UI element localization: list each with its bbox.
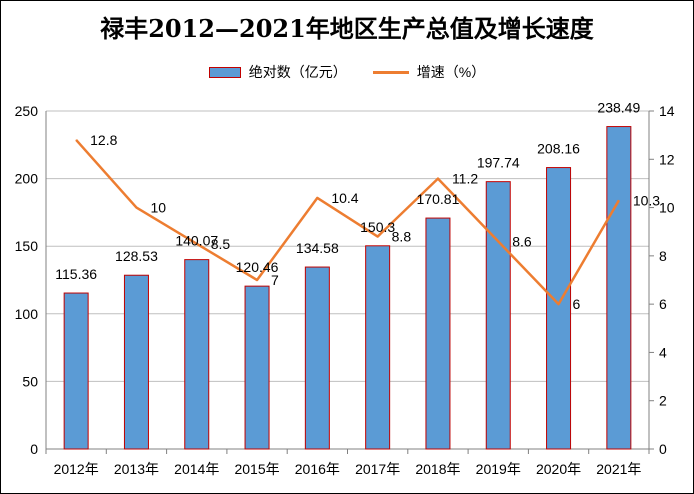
line-point	[135, 207, 137, 209]
x-tick-label: 2014年	[174, 461, 219, 477]
bar-data-label: 150.3	[360, 219, 395, 235]
bar-data-label: 197.74	[477, 155, 520, 171]
bar-data-label: 115.36	[55, 266, 97, 282]
y-left-tick-label: 50	[22, 373, 38, 389]
x-tick-label: 2017年	[355, 461, 400, 477]
line-point	[316, 197, 318, 199]
legend-swatch-bar	[208, 66, 241, 78]
y-right-tick-label: 8	[659, 248, 667, 264]
bar-data-label: 134.58	[296, 240, 339, 256]
y-right-tick-label: 12	[659, 151, 675, 167]
line-point	[558, 303, 560, 305]
line-point	[437, 178, 439, 180]
line-point	[196, 243, 198, 245]
growth-line	[75, 139, 620, 306]
bar	[304, 266, 330, 450]
y-right-tick-label: 2	[659, 393, 667, 409]
x-tick-label: 2013年	[114, 461, 159, 477]
bar	[63, 292, 89, 450]
line-point	[377, 236, 379, 238]
y-left-tick-label: 0	[30, 441, 38, 457]
x-tick-label: 2016年	[295, 461, 340, 477]
y-right-tick-label: 6	[659, 296, 667, 312]
legend-item-bar: 绝对数（亿元）	[208, 62, 347, 82]
y-left-tick-label: 150	[15, 238, 39, 254]
y-left-tick-label: 250	[15, 103, 39, 119]
legend-label-line: 增速（%）	[416, 64, 486, 80]
bar	[606, 126, 632, 450]
bar	[123, 274, 149, 450]
x-tick-label: 2018年	[415, 461, 460, 477]
y-right-tick-label: 0	[659, 441, 667, 457]
line-data-label: 8.6	[512, 233, 532, 249]
line-data-label: 10.4	[331, 190, 358, 206]
legend-label-bar: 绝对数（亿元）	[248, 64, 347, 80]
y-left-tick-label: 200	[15, 171, 39, 187]
bar-data-label: 140.07	[175, 233, 218, 249]
bar-data-label: 208.16	[537, 141, 580, 157]
x-tick-label: 2019年	[476, 461, 521, 477]
legend-item-line: 增速（%）	[372, 62, 486, 82]
bar	[485, 181, 511, 450]
line-point	[256, 279, 258, 281]
bar	[546, 167, 572, 450]
bar	[365, 245, 391, 450]
x-tick-label: 2015年	[234, 461, 279, 477]
bar-data-label: 128.53	[115, 248, 158, 264]
line-data-label: 10.3	[633, 192, 660, 208]
chart-legend: 绝对数（亿元） 增速（%）	[1, 59, 693, 85]
bar	[184, 259, 210, 450]
x-tick-label: 2012年	[54, 461, 99, 477]
y-right-tick-label: 14	[659, 103, 675, 119]
line-data-label: 10	[150, 200, 166, 216]
bar-data-label: 238.49	[597, 100, 640, 116]
line-data-label: 12.8	[90, 132, 117, 148]
bar	[425, 217, 451, 450]
line-point	[618, 199, 620, 201]
bar-data-label: 120.46	[236, 259, 279, 275]
line-data-label: 8.5	[211, 236, 231, 252]
line-data-label: 11.2	[452, 171, 478, 187]
line-data-label: 7	[271, 272, 279, 288]
x-tick-label: 2020年	[536, 461, 581, 477]
line-point	[497, 240, 499, 242]
y-right-tick-label: 10	[659, 200, 675, 216]
legend-swatch-line	[372, 70, 409, 74]
line-point	[75, 139, 77, 141]
line-data-label: 6	[573, 296, 581, 312]
bar	[244, 285, 270, 450]
x-tick-label: 2021年	[596, 461, 641, 477]
bar-data-label: 170.81	[417, 191, 460, 207]
y-left-tick-label: 100	[15, 306, 39, 322]
chart-title: 禄丰2012—2021年地区生产总值及增长速度	[100, 14, 594, 43]
line-data-label: 8.8	[392, 229, 412, 245]
y-right-tick-label: 4	[659, 344, 667, 360]
